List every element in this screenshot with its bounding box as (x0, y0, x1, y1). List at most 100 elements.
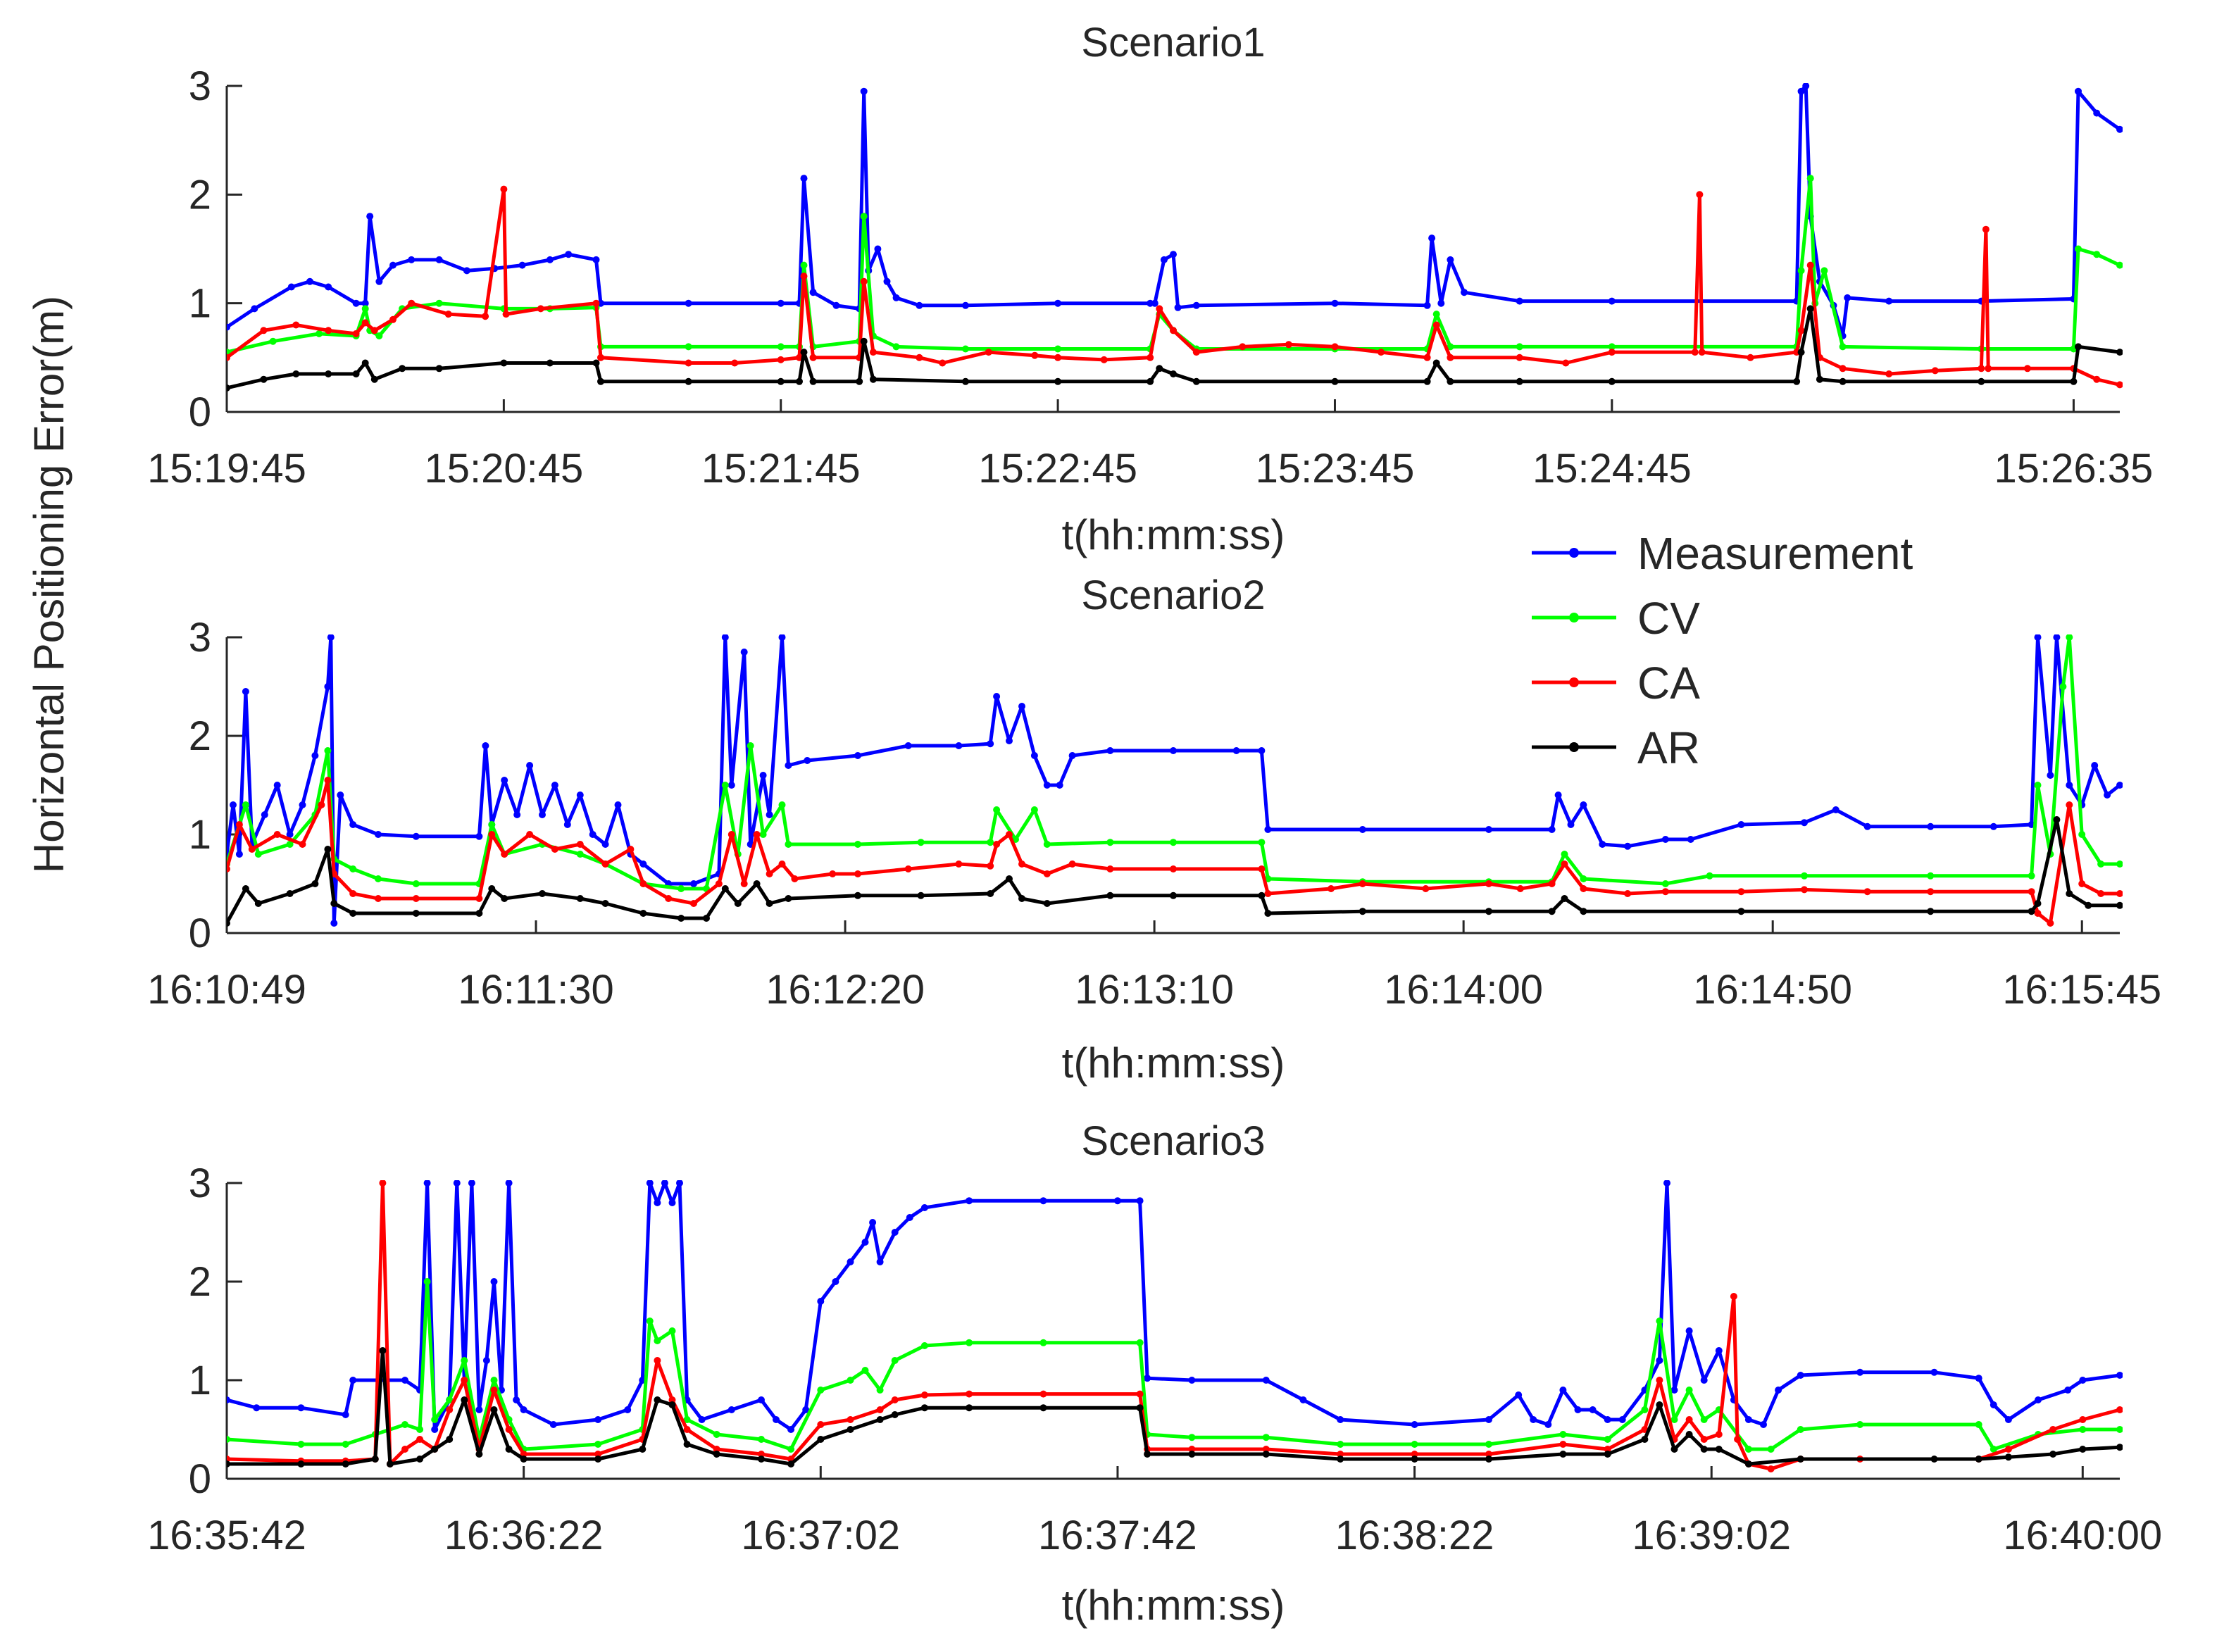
data-point (513, 1396, 520, 1403)
y-tick-label: 3 (189, 1160, 211, 1206)
data-point (1106, 747, 1114, 754)
data-point (1548, 880, 1556, 887)
data-point (1411, 1451, 1418, 1458)
data-point (375, 895, 382, 902)
data-point (1562, 359, 1570, 367)
series-line (227, 778, 2120, 925)
data-point (668, 1327, 676, 1334)
data-point (349, 910, 357, 917)
y-tick-label: 3 (189, 63, 211, 109)
data-point (1031, 351, 1039, 359)
data-point (1734, 1436, 1742, 1443)
data-point (1378, 349, 1385, 356)
data-point (1043, 782, 1051, 789)
data-point (1006, 737, 1013, 744)
data-point (809, 289, 817, 296)
data-point (1170, 327, 1177, 334)
data-point (796, 377, 803, 385)
data-point (324, 777, 332, 784)
data-point (869, 349, 877, 356)
data-point (324, 846, 332, 853)
data-point (1437, 299, 1445, 307)
data-point (1744, 1460, 1752, 1468)
data-point (2116, 1444, 2123, 1451)
data-point (920, 1391, 928, 1398)
data-point (1516, 353, 1523, 361)
data-point (375, 875, 382, 882)
data-point (475, 1406, 483, 1413)
data-point (2097, 890, 2105, 897)
data-point (1656, 1377, 1663, 1384)
data-point (1730, 1293, 1737, 1300)
data-point (361, 319, 369, 327)
data-point (721, 782, 729, 789)
data-point (787, 1426, 795, 1433)
data-point (1661, 880, 1669, 887)
data-point (1331, 299, 1339, 307)
series-line (227, 635, 2121, 925)
data-point (891, 1357, 899, 1364)
data-point (342, 1441, 349, 1448)
data-point (1018, 861, 1025, 868)
series-cv (227, 634, 2123, 892)
data-point (993, 693, 1001, 700)
data-point (1170, 370, 1177, 377)
series-ca (227, 777, 2123, 927)
data-point (389, 315, 396, 323)
data-point (1624, 890, 1632, 897)
data-point (594, 1451, 602, 1458)
data-point (2097, 861, 2105, 868)
x-tick-label: 16:38:22 (1335, 1513, 1494, 1558)
data-point (1580, 908, 1587, 915)
data-point (920, 1404, 928, 1412)
data-point (1423, 377, 1431, 385)
data-point (1039, 1339, 1047, 1346)
data-point (1447, 353, 1454, 361)
data-point (1863, 822, 1871, 830)
data-point (1767, 1465, 1775, 1472)
data-point (734, 900, 742, 907)
x-axis-label: t(hh:mm:ss) (1062, 1582, 1285, 1629)
data-point (526, 762, 534, 769)
data-point (1797, 1426, 1804, 1433)
series-ca (227, 185, 2123, 389)
data-point (1696, 191, 1704, 199)
data-point (817, 1421, 825, 1428)
data-point (1068, 752, 1076, 759)
data-point (1978, 365, 1985, 373)
data-point (1975, 1375, 1982, 1382)
data-point (431, 1446, 439, 1453)
x-tick-label: 16:14:00 (1384, 967, 1543, 1013)
data-point (1485, 880, 1492, 887)
data-point (2093, 251, 2101, 258)
data-point (592, 299, 600, 307)
subplot-1: Scenario1 0 1 2 3 15:19:45 15:20:45 15:21:45 15:… (147, 20, 2153, 558)
data-point (539, 811, 546, 818)
data-point (2104, 791, 2111, 799)
data-point (1685, 1416, 1693, 1423)
data-point (1485, 1441, 1492, 1448)
data-point (685, 299, 692, 307)
data-point (1856, 1421, 1864, 1428)
x-axis-label: t(hh:mm:ss) (1062, 1039, 1285, 1087)
data-point (1793, 377, 1801, 385)
data-point (1599, 841, 1606, 848)
data-point (227, 353, 230, 361)
series-measurement (227, 83, 2123, 339)
data-point (1608, 349, 1616, 356)
data-point (2116, 1372, 2123, 1379)
data-point (1797, 349, 1805, 356)
data-point (594, 1416, 602, 1423)
data-point (551, 782, 558, 789)
data-point (713, 1431, 720, 1438)
data-point (482, 1357, 490, 1364)
data-point (1839, 365, 1847, 373)
data-point (685, 377, 692, 385)
data-point (685, 359, 692, 367)
data-point (342, 1411, 349, 1418)
data-point (412, 895, 420, 902)
data-point (1856, 1368, 1864, 1376)
data-point (698, 1416, 706, 1423)
data-point (993, 841, 1001, 848)
data-point (758, 1436, 765, 1443)
